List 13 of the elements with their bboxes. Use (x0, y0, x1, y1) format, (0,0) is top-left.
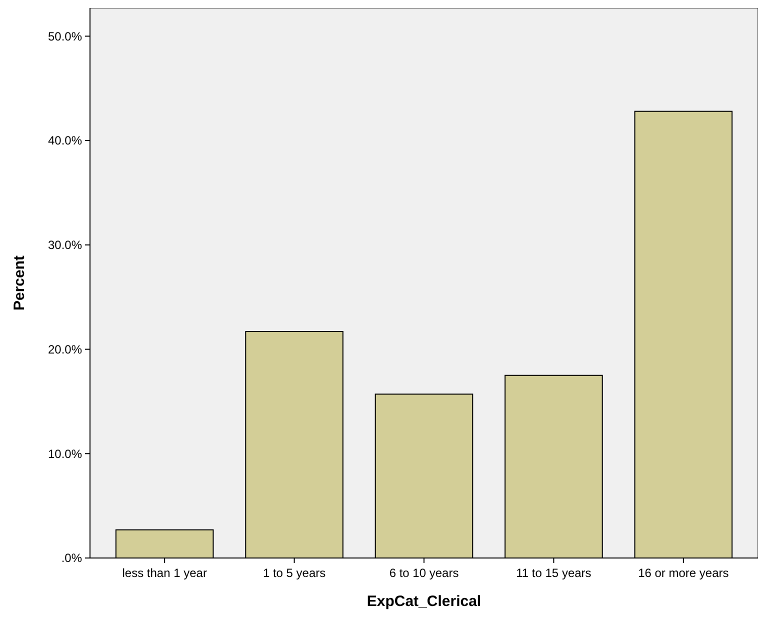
x-tick-label: 16 or more years (638, 566, 729, 580)
y-tick-label: 30.0% (48, 238, 82, 252)
y-tick-label: 40.0% (48, 134, 82, 148)
y-tick-label: 20.0% (48, 342, 82, 356)
y-tick-label: 50.0% (48, 29, 82, 44)
x-tick-label: 1 to 5 years (262, 566, 326, 580)
y-axis-title: Percent (11, 255, 28, 311)
y-tick-label: 10.0% (48, 446, 82, 461)
x-tick-label: 6 to 10 years (389, 566, 459, 580)
x-tick-label: less than 1 year (122, 566, 207, 580)
x-tick-label: 11 to 15 years (516, 566, 592, 580)
x-axis-title: ExpCat_Clerical (366, 593, 482, 610)
y-tick-label: .0% (61, 551, 82, 566)
